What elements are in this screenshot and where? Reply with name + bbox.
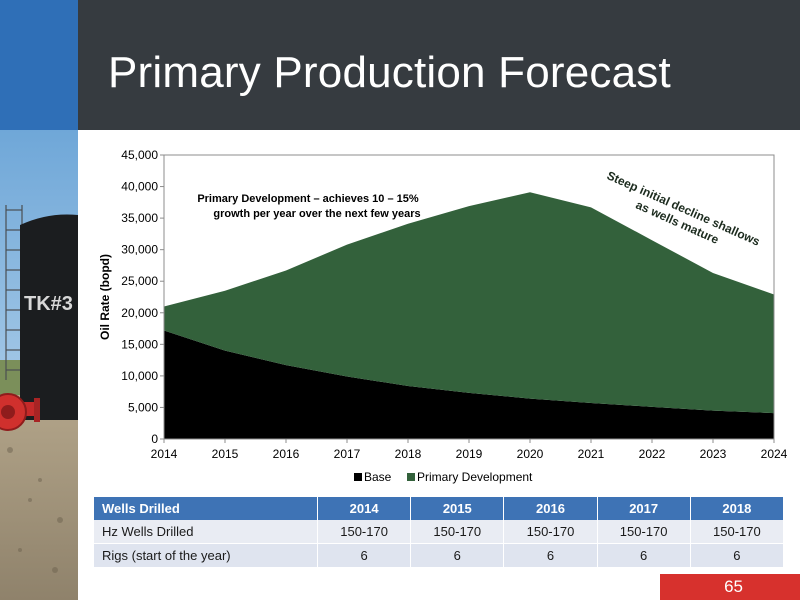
y-tick-label: 30,000	[121, 243, 158, 257]
table-cell: 150-170	[690, 520, 785, 544]
y-tick-label: 5,000	[128, 400, 158, 414]
page-number-badge: 65	[660, 574, 800, 600]
header-accent-strip	[0, 0, 78, 130]
x-tick-label: 2019	[456, 447, 483, 461]
table-row: Rigs (start of the year) 6 6 6 6 6	[94, 543, 785, 568]
table-row: Hz Wells Drilled 150-170 150-170 150-170…	[94, 520, 785, 544]
area-series-base	[164, 330, 774, 439]
slide-title: Primary Production Forecast	[108, 48, 671, 97]
x-tick-label: 2017	[334, 447, 361, 461]
tank-label: TK#3	[24, 293, 73, 315]
y-tick-label: 35,000	[121, 211, 158, 225]
production-chart: 0 5,000 10,000 15,000 20,000 25,000 30,000 35,0…	[98, 148, 788, 484]
chart-legend: Base Primary Development	[354, 470, 533, 484]
x-tick-label: 2024	[761, 447, 788, 461]
oil-tank-photo: TK#3	[0, 130, 78, 600]
x-tick-label: 2021	[578, 447, 605, 461]
y-tick-label: 45,000	[121, 148, 158, 162]
table-cell: Hz Wells Drilled	[94, 520, 318, 544]
table-cell: 6	[503, 543, 598, 568]
y-tick-label: 10,000	[121, 369, 158, 383]
table-header-cell: 2016	[503, 497, 598, 520]
header-bar	[78, 0, 800, 130]
y-tick-label: 15,000	[121, 337, 158, 351]
table-header-cell: Wells Drilled	[94, 497, 318, 520]
x-tick-label: 2015	[212, 447, 239, 461]
y-axis-label: Oil Rate (bopd)	[98, 254, 112, 340]
table-header-cell: 2017	[597, 497, 691, 520]
table-header-cell: 2014	[317, 497, 412, 520]
table-cell: 150-170	[503, 520, 598, 544]
annotation-growth-line1: Primary Development – achieves 10 – 15%	[197, 193, 419, 205]
table-cell: 6	[690, 543, 785, 568]
table-header-cell: 2018	[690, 497, 785, 520]
y-tick-label: 25,000	[121, 274, 158, 288]
x-tick-label: 2016	[273, 447, 300, 461]
table-cell: 6	[597, 543, 691, 568]
y-tick-label: 0	[151, 432, 158, 446]
table-header-row: Wells Drilled 2014 2015 2016 2017 2018	[94, 497, 785, 520]
y-tick-label: 20,000	[121, 306, 158, 320]
x-tick-label: 2014	[151, 447, 178, 461]
y-tick-label: 40,000	[121, 180, 158, 194]
table-cell: 150-170	[597, 520, 691, 544]
legend-label-base: Base	[364, 470, 392, 484]
area-series-primary-development	[164, 192, 774, 414]
legend-label-primary: Primary Development	[417, 470, 533, 484]
x-tick-label: 2023	[700, 447, 727, 461]
table-header-cell: 2015	[410, 497, 505, 520]
annotation-growth-line2: growth per year over the next few years	[213, 208, 420, 220]
table-cell: 6	[410, 543, 505, 568]
legend-swatch-base	[354, 473, 362, 481]
x-tick-label: 2022	[639, 447, 666, 461]
legend-swatch-primary	[407, 473, 415, 481]
table-cell: 6	[317, 543, 412, 568]
x-tick-label: 2018	[395, 447, 422, 461]
table-cell: 150-170	[410, 520, 505, 544]
table-cell: Rigs (start of the year)	[94, 543, 318, 568]
table-cell: 150-170	[317, 520, 412, 544]
x-tick-label: 2020	[517, 447, 544, 461]
wells-drilled-table: Wells Drilled 2014 2015 2016 2017 2018 H…	[94, 497, 785, 568]
